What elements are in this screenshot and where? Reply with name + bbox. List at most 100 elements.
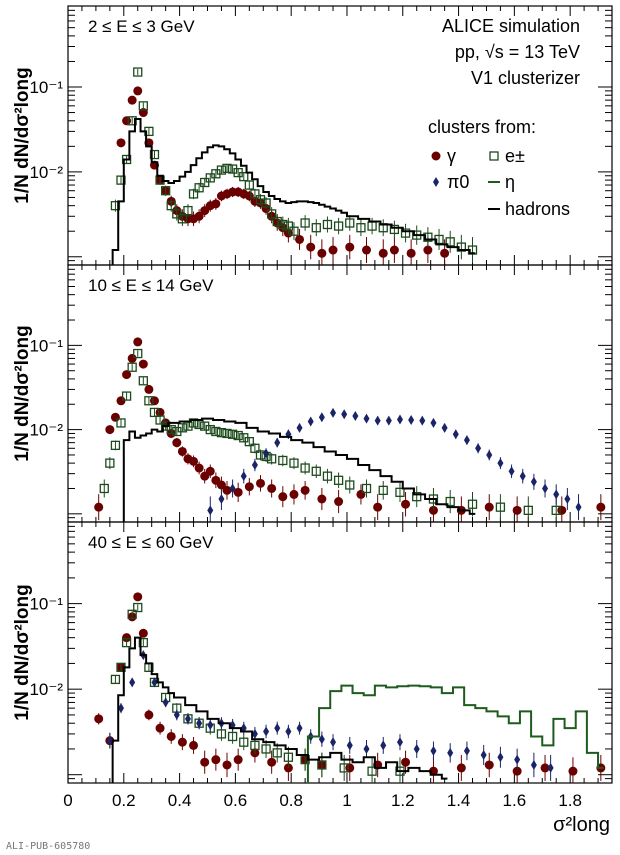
electron-point [345, 480, 355, 490]
y-tick-label: 10⁻² [29, 163, 63, 182]
gamma-point [568, 766, 578, 776]
electron-point [127, 609, 137, 619]
pi0-point [151, 677, 158, 688]
y-tick-label: 10⁻¹ [29, 595, 63, 614]
electron-point [317, 760, 327, 770]
electron-point [110, 201, 121, 211]
pi0-point [463, 435, 470, 446]
gamma-point [94, 502, 104, 512]
gamma-point [222, 485, 232, 495]
pi0-point [263, 448, 270, 459]
pi0-point [229, 483, 236, 494]
gamma-point [194, 211, 204, 221]
gamma-point [423, 245, 433, 255]
pi0-point [575, 502, 582, 513]
gamma-point [110, 412, 120, 422]
gamma-point [406, 248, 416, 258]
gamma-point [122, 370, 132, 380]
electron-point [121, 154, 132, 165]
gamma-point [596, 502, 606, 512]
pi0-point [530, 476, 537, 487]
electron-point [133, 602, 143, 613]
series-eta-line [306, 684, 604, 783]
pi0-point [396, 414, 403, 425]
electron-point [166, 424, 176, 435]
electron-point [261, 744, 271, 754]
electron-point [216, 428, 227, 438]
gamma-point [211, 199, 221, 209]
electron-point [205, 424, 215, 435]
electron-point [311, 223, 321, 233]
legend-label-hadrons: hadrons [505, 199, 570, 219]
gamma-point [200, 757, 210, 767]
gamma-point [328, 245, 338, 255]
electron-point [188, 189, 199, 199]
pi0-point [385, 415, 392, 426]
gamma-point [94, 714, 104, 724]
gamma-point [456, 763, 466, 773]
x-tick-label: 0.8 [279, 791, 303, 810]
x-tick-label: 0.2 [112, 791, 136, 810]
gamma-point [122, 633, 132, 643]
gamma-point [138, 359, 148, 369]
electron-point [138, 637, 148, 648]
electron-point [551, 505, 561, 516]
electron-point [356, 223, 366, 233]
electron-point [127, 116, 137, 126]
electron-point [121, 637, 132, 648]
x-tick-label: 1.2 [391, 791, 415, 810]
electron-point [216, 729, 227, 739]
gamma-point [317, 248, 327, 258]
electron-point [110, 440, 121, 451]
gamma-point [177, 446, 187, 456]
electron-point [345, 218, 355, 228]
gamma-point [345, 763, 355, 773]
x-tick-label: 0 [63, 791, 72, 810]
gamma-point [512, 766, 522, 776]
pi0-point [296, 422, 303, 433]
electron-point [423, 232, 433, 242]
electron-point [367, 766, 377, 776]
gamma-point [138, 628, 148, 638]
x-tick-label: 1.6 [503, 791, 527, 810]
pi0-point [542, 483, 549, 494]
electron-point [110, 674, 121, 685]
pi0-point [162, 697, 169, 708]
gamma-point [194, 463, 204, 473]
pi0-point [380, 740, 387, 751]
electron-point [172, 209, 182, 219]
electron-point [261, 198, 271, 208]
pi0-point [374, 415, 381, 426]
gamma-point [306, 242, 316, 252]
electron-point [155, 415, 165, 425]
electron-point [105, 458, 115, 468]
electron-point [177, 423, 188, 433]
legend-label-gamma: γ [447, 146, 456, 166]
gamma-point [378, 248, 388, 258]
series-group [94, 337, 606, 522]
gamma-point [295, 234, 305, 244]
gamma-point [133, 337, 143, 347]
pi0-point [530, 759, 537, 770]
electron-point [333, 475, 344, 485]
series-group [110, 67, 478, 265]
gamma-point [233, 755, 243, 765]
electron-point [278, 219, 288, 230]
pi0-point [274, 437, 281, 448]
y-tick-label: 10⁻¹ [29, 336, 63, 355]
pi0-point [251, 728, 258, 739]
electron-point [194, 183, 204, 193]
electron-point [227, 731, 238, 742]
pi0-point [330, 737, 337, 748]
gamma-point [133, 86, 143, 96]
x-tick-label: 1.8 [558, 791, 582, 810]
y-tick-label: 10⁻¹ [29, 78, 63, 97]
plot-frame [67, 521, 613, 784]
electron-point [333, 221, 344, 231]
gamma-point [401, 499, 411, 509]
gamma-point [133, 592, 143, 602]
legend-title: clusters from: [428, 117, 536, 137]
panel-title: 40 ≤ E ≤ 60 GeV [88, 533, 214, 552]
x-tick-label: 1.4 [447, 791, 471, 810]
pi0-point [207, 720, 214, 731]
